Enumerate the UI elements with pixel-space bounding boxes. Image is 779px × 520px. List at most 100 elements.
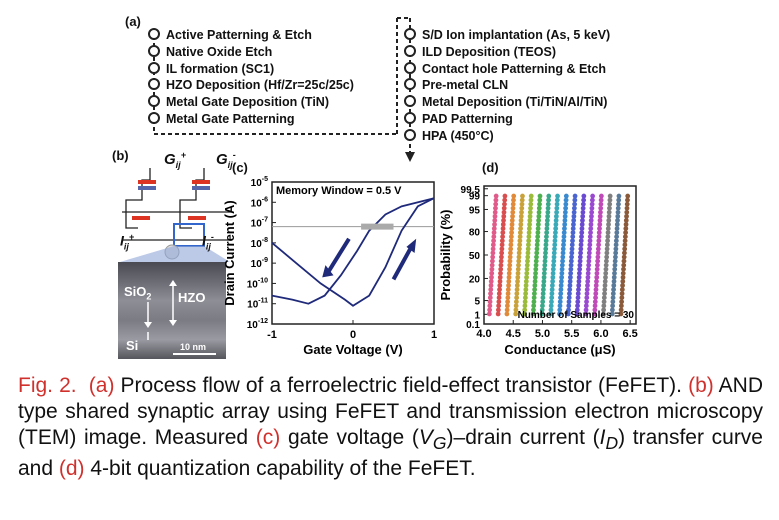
step-bullet-icon xyxy=(404,78,416,91)
data-point xyxy=(580,209,586,215)
data-point xyxy=(562,218,568,223)
data-point xyxy=(498,270,503,276)
data-point xyxy=(571,222,576,227)
data-point xyxy=(604,242,610,248)
data-point xyxy=(496,291,502,297)
data-point xyxy=(601,307,607,313)
data-point xyxy=(506,274,512,280)
data-point xyxy=(577,262,583,268)
data-point xyxy=(520,193,525,199)
data-point xyxy=(531,291,537,297)
data-point xyxy=(543,242,549,248)
data-point xyxy=(544,218,550,223)
data-point xyxy=(623,222,629,227)
data-point xyxy=(621,258,627,264)
data-point xyxy=(537,197,543,203)
data-point xyxy=(603,266,609,272)
data-point xyxy=(552,246,557,252)
data-point xyxy=(536,205,542,211)
y-tick-label: 0.1 xyxy=(466,320,480,331)
data-point xyxy=(604,258,609,264)
process-step: Contact hole Patterning & Etch xyxy=(404,61,606,76)
data-point xyxy=(554,205,560,211)
data-point xyxy=(562,209,568,215)
y-axis-label: Probability (%) xyxy=(440,209,453,300)
data-point xyxy=(509,218,515,223)
data-point xyxy=(487,299,493,305)
data-point xyxy=(611,274,617,280)
data-point xyxy=(624,201,630,207)
data-point xyxy=(612,262,618,268)
data-point xyxy=(544,222,550,227)
data-point xyxy=(606,213,612,219)
data-point xyxy=(507,266,512,272)
quantization-chart: 99.599 95 80 50 20 5 10.14.0 4.5 5.0 5.5 6.0 6.5 Con… xyxy=(440,185,638,357)
data-point xyxy=(569,246,575,252)
data-point xyxy=(489,270,495,276)
data-point xyxy=(486,311,492,317)
data-point xyxy=(586,266,591,272)
series-line-backward xyxy=(271,197,435,305)
data-point xyxy=(541,279,547,284)
data-point xyxy=(604,246,610,252)
y-tick-label: 5 xyxy=(474,297,480,308)
y-tick-exponent: -11 xyxy=(258,298,268,305)
data-point xyxy=(592,299,598,305)
data-point xyxy=(583,311,589,317)
g-plus-label: Gij+ xyxy=(164,150,186,170)
data-point xyxy=(593,287,599,292)
data-point xyxy=(536,218,542,223)
data-point xyxy=(524,262,530,268)
process-step: Native Oxide Etch xyxy=(148,44,272,59)
data-point xyxy=(508,246,514,252)
data-point xyxy=(510,213,515,219)
data-point xyxy=(570,234,576,240)
data-point xyxy=(511,193,517,199)
data-point xyxy=(575,291,581,297)
data-point xyxy=(508,238,514,244)
data-point xyxy=(597,213,603,219)
data-point xyxy=(524,266,530,272)
data-point xyxy=(579,230,585,236)
data-point xyxy=(535,230,541,236)
data-point xyxy=(525,246,531,252)
caption-fig: Fig. 2. xyxy=(18,374,77,397)
data-point xyxy=(514,291,520,297)
data-point xyxy=(510,209,516,215)
data-point xyxy=(553,222,559,227)
data-point xyxy=(596,230,602,236)
data-point xyxy=(589,205,595,211)
data-point xyxy=(620,274,626,280)
data-point xyxy=(557,303,563,309)
data-point xyxy=(593,291,599,297)
step-bullet-icon xyxy=(404,112,416,124)
step-bullet-icon xyxy=(148,78,160,91)
data-point xyxy=(596,234,602,240)
data-point xyxy=(596,242,601,248)
data-point xyxy=(572,201,578,207)
data-point xyxy=(545,205,551,211)
data-point xyxy=(546,197,551,203)
data-point xyxy=(557,311,562,317)
data-point xyxy=(508,242,514,248)
data-point xyxy=(578,246,584,252)
process-step: HZO Deposition (Hf/Zr=25c/25c) xyxy=(148,78,354,92)
data-point xyxy=(518,218,524,223)
data-point xyxy=(515,274,521,280)
data-point xyxy=(614,222,620,227)
data-point xyxy=(598,205,604,211)
data-point xyxy=(559,270,565,276)
data-point xyxy=(513,303,519,309)
data-point xyxy=(532,279,538,284)
y-tick-label: 10-10 xyxy=(247,277,268,290)
data-point xyxy=(619,291,625,297)
step-bullet-icon xyxy=(148,95,160,108)
data-point xyxy=(579,234,584,240)
caption-d: (d) xyxy=(58,457,85,481)
data-point xyxy=(525,258,530,264)
data-point xyxy=(516,250,522,256)
data-point xyxy=(586,262,592,268)
data-point xyxy=(515,266,521,272)
data-point xyxy=(488,287,494,292)
data-point xyxy=(613,254,618,260)
